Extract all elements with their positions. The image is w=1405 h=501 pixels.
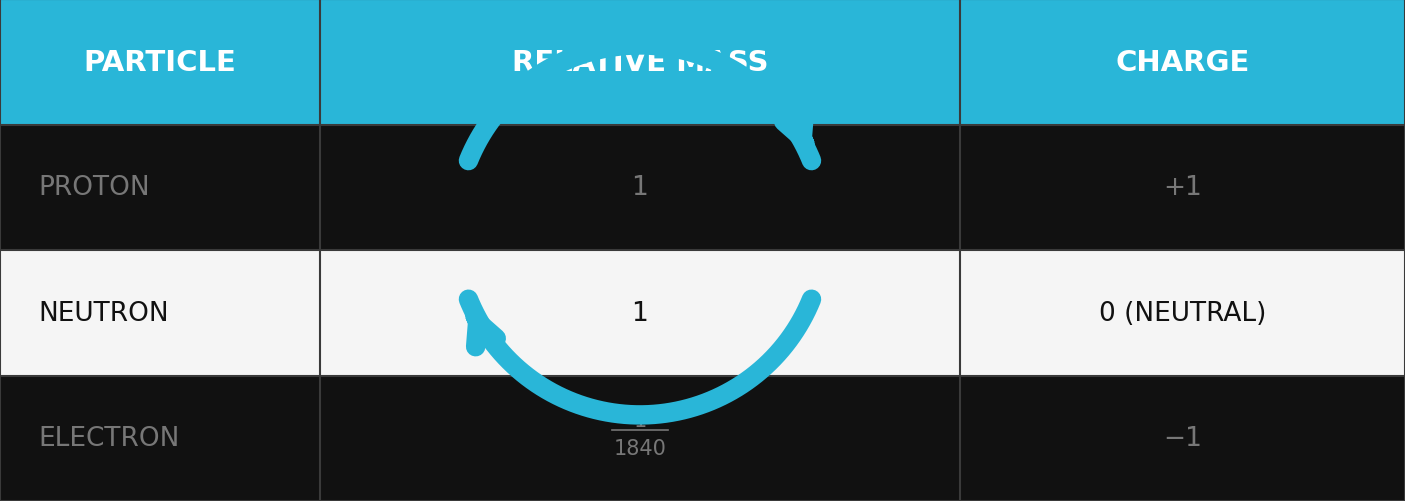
Bar [960, 376, 1405, 501]
Text: 0 (NEUTRAL): 0 (NEUTRAL) [1099, 300, 1266, 326]
Bar [0, 125, 320, 250]
Text: RELATIVE MASS: RELATIVE MASS [511, 49, 769, 77]
Bar [0, 0, 320, 125]
Text: 1: 1 [632, 175, 648, 201]
Text: 1: 1 [632, 300, 648, 326]
Text: PARTICLE: PARTICLE [84, 49, 236, 77]
Bar [0, 250, 320, 376]
Text: 1: 1 [634, 410, 646, 430]
Bar [320, 376, 960, 501]
Text: PROTON: PROTON [38, 175, 150, 201]
Bar [0, 376, 320, 501]
Text: +1: +1 [1163, 175, 1201, 201]
Bar [960, 250, 1405, 376]
Text: 1840: 1840 [614, 438, 666, 458]
Bar [320, 125, 960, 250]
Bar [960, 125, 1405, 250]
Text: NEUTRON: NEUTRON [38, 300, 169, 326]
Text: ELECTRON: ELECTRON [38, 425, 180, 451]
Text: CHARGE: CHARGE [1116, 49, 1249, 77]
Bar [320, 0, 960, 125]
Text: −1: −1 [1163, 425, 1201, 451]
Bar [320, 250, 960, 376]
Bar [960, 0, 1405, 125]
